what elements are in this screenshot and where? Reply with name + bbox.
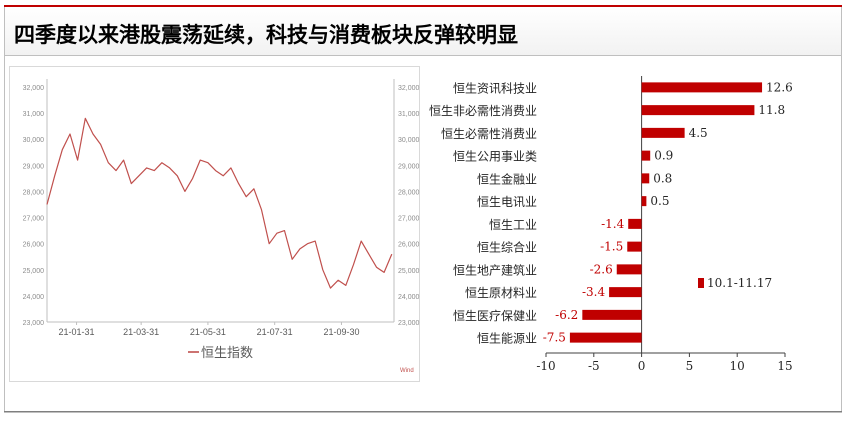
line-ytick-right-label: 23,000 [398,320,420,327]
bar-xtick-label: 15 [777,359,792,373]
line-ytick-left-label: 24,000 [23,294,45,301]
bar-category-label: 恒生资讯科技业 [453,81,537,95]
bar-value-label: -3.4 [582,285,606,299]
bar-xtick-label: 5 [686,359,694,373]
line-ytick-left-label: 32,000 [23,85,45,92]
bar-value-label: -1.4 [601,217,625,231]
line-ytick-left-label: 29,000 [23,163,45,170]
line-xtick-label: 21-01-31 [59,327,95,337]
line-ytick-right-label: 32,000 [398,85,420,92]
bar [641,105,755,116]
line-ytick-right-label: 28,000 [398,189,420,196]
bar [569,332,642,343]
bar [582,309,642,320]
line-ytick-right-label: 26,000 [398,242,420,249]
bar-category-label: 恒生原材料业 [465,286,537,300]
bar [641,173,650,184]
bar-value-label: 11.8 [758,103,785,117]
line-xtick-label: 21-09-30 [323,327,359,337]
bar-category-label: 恒生公用事业类 [453,150,537,164]
bottom-rule [4,411,842,412]
bar [609,287,642,298]
bar [616,264,642,275]
line-ytick-right-label: 30,000 [398,137,420,144]
bar [628,218,642,229]
bar [641,150,651,161]
line-ytick-right-label: 25,000 [398,268,420,275]
line-ytick-left-label: 25,000 [23,268,45,275]
line-xtick-label: 21-05-31 [190,327,226,337]
bar [641,196,647,207]
line-ytick-left-label: 28,000 [23,189,45,196]
line-ytick-left-label: 30,000 [23,137,45,144]
line-ytick-left-label: 26,000 [23,242,45,249]
outer-frame [4,7,842,413]
title-bar: 四季度以来港股震荡延续，科技与消费板块反弹较明显 [4,7,842,56]
bar-category-label: 恒生医疗保健业 [453,309,537,323]
bar-legend-label: 10.1-11.17 [707,276,772,290]
bar [641,82,763,93]
line-ytick-left-label: 23,000 [23,320,45,327]
line-ytick-right-label: 24,000 [398,294,420,301]
bar-value-label: 12.6 [766,80,793,94]
line-ytick-left-label: 27,000 [23,216,45,223]
bar-xtick-label: -5 [588,359,600,373]
bar-value-label: -7.5 [543,331,566,345]
bar-category-label: 恒生必需性消费业 [441,127,537,141]
bar [627,241,642,252]
line-ytick-right-label: 27,000 [398,216,420,223]
bar-value-label: -1.5 [600,240,623,254]
line-ytick-right-label: 31,000 [398,111,420,118]
bar [641,127,685,138]
bar-value-label: 0.9 [654,149,673,163]
bar-category-label: 恒生地产建筑业 [453,262,537,277]
bar-category-label: 恒生能源业 [477,332,537,346]
line-ytick-right-label: 29,000 [398,163,420,170]
bar-value-label: 4.5 [689,126,708,140]
source-label: Wind [400,368,414,374]
hsi-series-line [46,117,393,289]
bar-category-label: 恒生工业 [489,218,537,232]
title-top-rule [4,5,842,7]
bar-value-label: -6.2 [555,308,578,322]
line-xtick-label: 21-03-31 [123,327,159,337]
line-legend-label: 恒生指数 [201,345,253,360]
bar-category-label: 恒生综合业 [477,240,537,255]
bar-value-label: 0.5 [650,194,669,208]
bar-category-label: 恒生非必需性消费业 [429,104,537,118]
bar-category-label: 恒生电讯业 [477,195,537,209]
line-xtick-label: 21-07-31 [257,327,293,337]
bar-category-label: 恒生金融业 [477,171,537,186]
line-ytick-left-label: 31,000 [23,111,45,118]
bar-legend-swatch [698,278,704,288]
line-chart-frame [9,66,420,382]
bar-value-label: 0.8 [653,171,672,185]
bar-value-label: -2.6 [590,262,613,276]
bar-xtick-label: 0 [638,359,646,373]
page-title: 四季度以来港股震荡延续，科技与消费板块反弹较明显 [14,22,518,47]
bar-xtick-label: -10 [536,359,555,373]
bar-xtick-label: 10 [730,359,745,373]
